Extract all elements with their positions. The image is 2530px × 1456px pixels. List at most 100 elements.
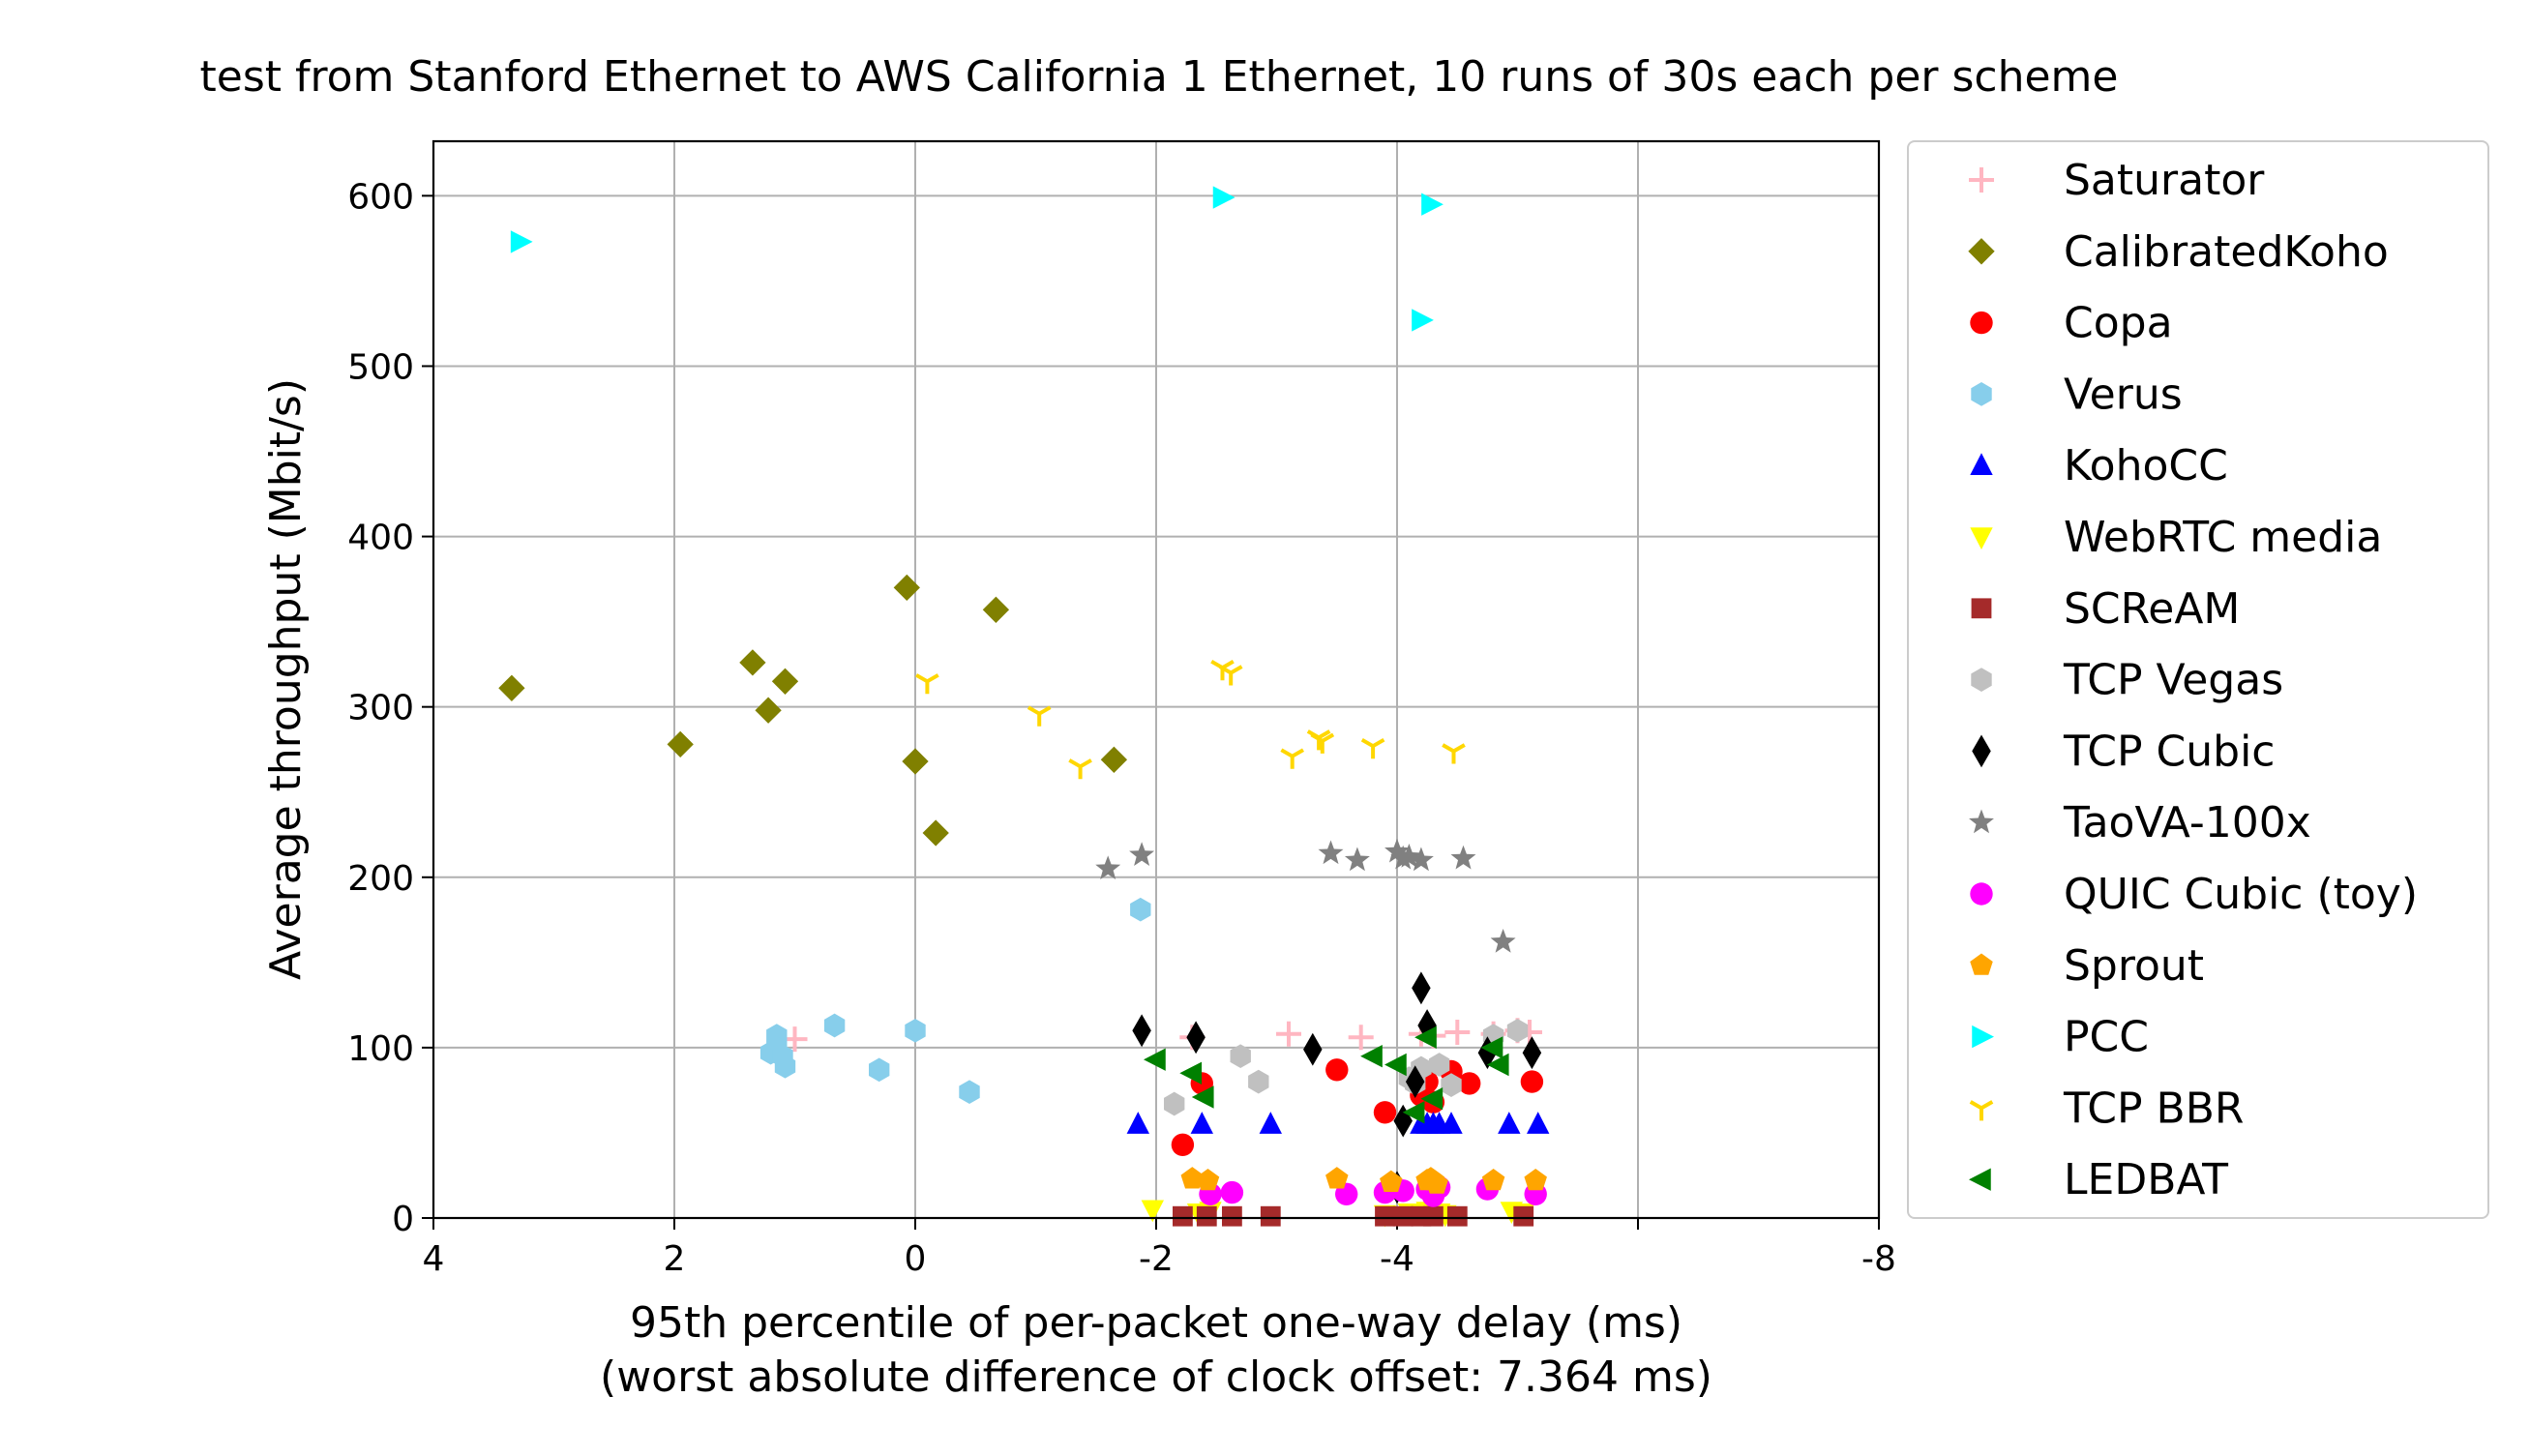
- point-ledbat: [1384, 1053, 1407, 1077]
- point-kohocc: [1440, 1112, 1463, 1134]
- point-ledbat: [1486, 1053, 1509, 1077]
- point-scream: [1446, 1205, 1468, 1227]
- point-tcp-cubic: [1417, 1009, 1437, 1042]
- point-taova-100x: [1408, 847, 1434, 872]
- legend-label-taova-100x: TaoVA-100x: [2063, 798, 2311, 847]
- y-axis-ticks: 0 100 200 300 400 500 600: [347, 177, 433, 1239]
- point-sprout: [1380, 1170, 1403, 1192]
- legend-marker-sprout: [1970, 953, 1993, 975]
- legend-marker-verus: [1971, 382, 1992, 406]
- point-tcp-bbr: [1218, 665, 1243, 686]
- point-taova-100x: [1095, 855, 1121, 880]
- legend-marker-quic-cubic-toy: [1970, 882, 1993, 906]
- legend-marker-webrtc-media: [1970, 527, 1993, 550]
- point-calibratedkoho: [982, 596, 1010, 623]
- x-axis-label: 95th percentile of per-packet one-way de…: [630, 1298, 1682, 1348]
- legend-marker-kohocc: [1970, 453, 1993, 475]
- point-pcc: [510, 230, 533, 253]
- point-tcp-cubic: [1477, 1036, 1498, 1070]
- point-scream: [1260, 1205, 1281, 1227]
- point-tcp-vegas: [1506, 1018, 1529, 1043]
- point-tcp-bbr: [1280, 748, 1305, 769]
- point-tcp-bbr: [1027, 705, 1052, 727]
- y-tick-label: 100: [347, 1029, 414, 1069]
- point-ledbat: [1402, 1101, 1425, 1124]
- point-calibratedkoho: [922, 819, 949, 847]
- y-tick-label: 400: [347, 519, 414, 558]
- point-scream: [1375, 1205, 1395, 1227]
- point-kohocc: [1259, 1112, 1282, 1134]
- legend-label-tcp-vegas: TCP Vegas: [2063, 656, 2283, 705]
- point-ledbat: [1480, 1036, 1503, 1059]
- point-tcp-bbr: [1360, 737, 1385, 759]
- point-taova-100x: [1450, 845, 1476, 870]
- point-pcc: [1212, 186, 1235, 209]
- y-tick-label: 600: [347, 177, 414, 217]
- legend-label-tcp-bbr: TCP BBR: [2063, 1084, 2244, 1133]
- x-tick-label: -2: [1139, 1239, 1174, 1279]
- point-tcp-cubic: [1303, 1032, 1323, 1066]
- legend-label-ledbat: LEDBAT: [2064, 1155, 2228, 1204]
- x-tick-label: 0: [905, 1239, 927, 1279]
- point-ledbat: [1360, 1045, 1383, 1068]
- plot-frame: [432, 139, 1881, 1220]
- point-scream: [1173, 1205, 1193, 1227]
- point-sprout: [1196, 1168, 1220, 1191]
- point-taova-100x: [1384, 838, 1410, 863]
- point-saturator: [1444, 1020, 1471, 1045]
- legend-marker-tcp-vegas: [1971, 668, 1992, 692]
- point-scream: [1222, 1205, 1242, 1227]
- point-copa: [1325, 1058, 1349, 1082]
- point-scream: [1423, 1205, 1444, 1227]
- legend-label-tcp-cubic: TCP Cubic: [2063, 727, 2276, 776]
- point-ledbat: [1414, 1025, 1437, 1049]
- point-sprout: [1524, 1168, 1547, 1191]
- point-sprout: [1180, 1167, 1205, 1189]
- legend-label-webrtc-media: WebRTC media: [2064, 513, 2382, 562]
- legend-marker-ledbat: [1969, 1168, 1991, 1191]
- point-taova-100x: [1490, 929, 1516, 953]
- legend-label-calibratedkoho: CalibratedKoho: [2064, 227, 2389, 277]
- point-kohocc: [1126, 1112, 1149, 1134]
- point-calibratedkoho: [739, 649, 766, 676]
- point-tcp-vegas: [1248, 1069, 1269, 1094]
- legend-label-sprout: Sprout: [2064, 941, 2204, 991]
- chart-title: test from Stanford Ethernet to AWS Calif…: [200, 52, 2119, 102]
- point-taova-100x: [1396, 844, 1422, 868]
- point-kohocc: [1498, 1112, 1521, 1134]
- point-ledbat: [1144, 1048, 1166, 1071]
- point-verus: [772, 1044, 793, 1069]
- legend-marker-pcc: [1972, 1025, 1994, 1049]
- point-sprout: [1419, 1167, 1443, 1189]
- point-ledbat: [1179, 1061, 1203, 1085]
- point-calibratedkoho: [902, 748, 929, 775]
- legend-label-pcc: PCC: [2064, 1013, 2149, 1062]
- point-tcp-vegas: [1230, 1044, 1251, 1069]
- legend-marker-copa: [1970, 311, 1993, 335]
- point-tcp-bbr: [915, 673, 939, 695]
- legend-label-verus: Verus: [2064, 370, 2183, 419]
- legend-marker-taova-100x: [1969, 809, 1994, 834]
- point-quic-cubic-toy: [1220, 1180, 1244, 1204]
- point-calibratedkoho: [667, 730, 694, 758]
- point-verus: [869, 1057, 890, 1083]
- legend: Saturator CalibratedKoho Copa Verus KohoCC We…: [1907, 140, 2489, 1219]
- legend-label-quic-cubic-toy: QUIC Cubic (toy): [2064, 870, 2418, 919]
- point-tcp-bbr: [1068, 758, 1092, 780]
- legend-label-copa: Copa: [2064, 299, 2173, 348]
- x-tick-label: 4: [423, 1239, 445, 1279]
- x-tick-label: -8: [1861, 1239, 1896, 1279]
- y-tick-label: 0: [392, 1200, 414, 1239]
- legend-marker-tcp-cubic: [1972, 734, 1991, 768]
- y-tick-label: 200: [347, 859, 414, 899]
- point-ledbat: [1420, 1087, 1444, 1111]
- legend-label-kohocc: KohoCC: [2064, 441, 2228, 490]
- point-webrtc-media: [1141, 1200, 1164, 1223]
- point-tcp-bbr: [1310, 732, 1335, 754]
- point-verus: [905, 1018, 926, 1043]
- point-copa: [1373, 1101, 1397, 1124]
- legend-box: [1907, 140, 2489, 1219]
- point-saturator: [1276, 1021, 1301, 1047]
- point-tcp-cubic: [1186, 1021, 1205, 1055]
